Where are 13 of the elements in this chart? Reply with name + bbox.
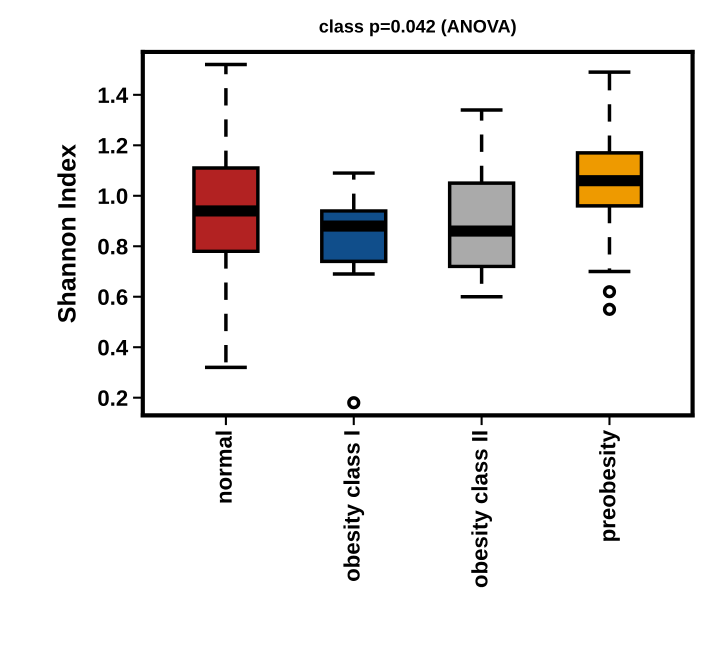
chart-title: class p=0.042 (ANOVA) [319,19,516,36]
y-tick-label: 1.0 [98,188,128,204]
y-tick-label: 1.4 [98,88,128,103]
y-tick-label: 0.6 [98,289,128,306]
x-tick-label: normal [216,432,232,503]
y-tick-label: 1.2 [98,138,128,154]
y-axis-title: Shannon Index [57,144,76,322]
x-tick-label: preobesity [599,430,620,541]
y-tick-label: 0.8 [98,238,128,255]
x-tick-label: obesity class II [471,431,492,588]
x-tick-label: obesity class I [343,431,364,581]
y-tick-label: 0.4 [98,340,128,356]
y-tick-label: 0.2 [98,390,128,406]
